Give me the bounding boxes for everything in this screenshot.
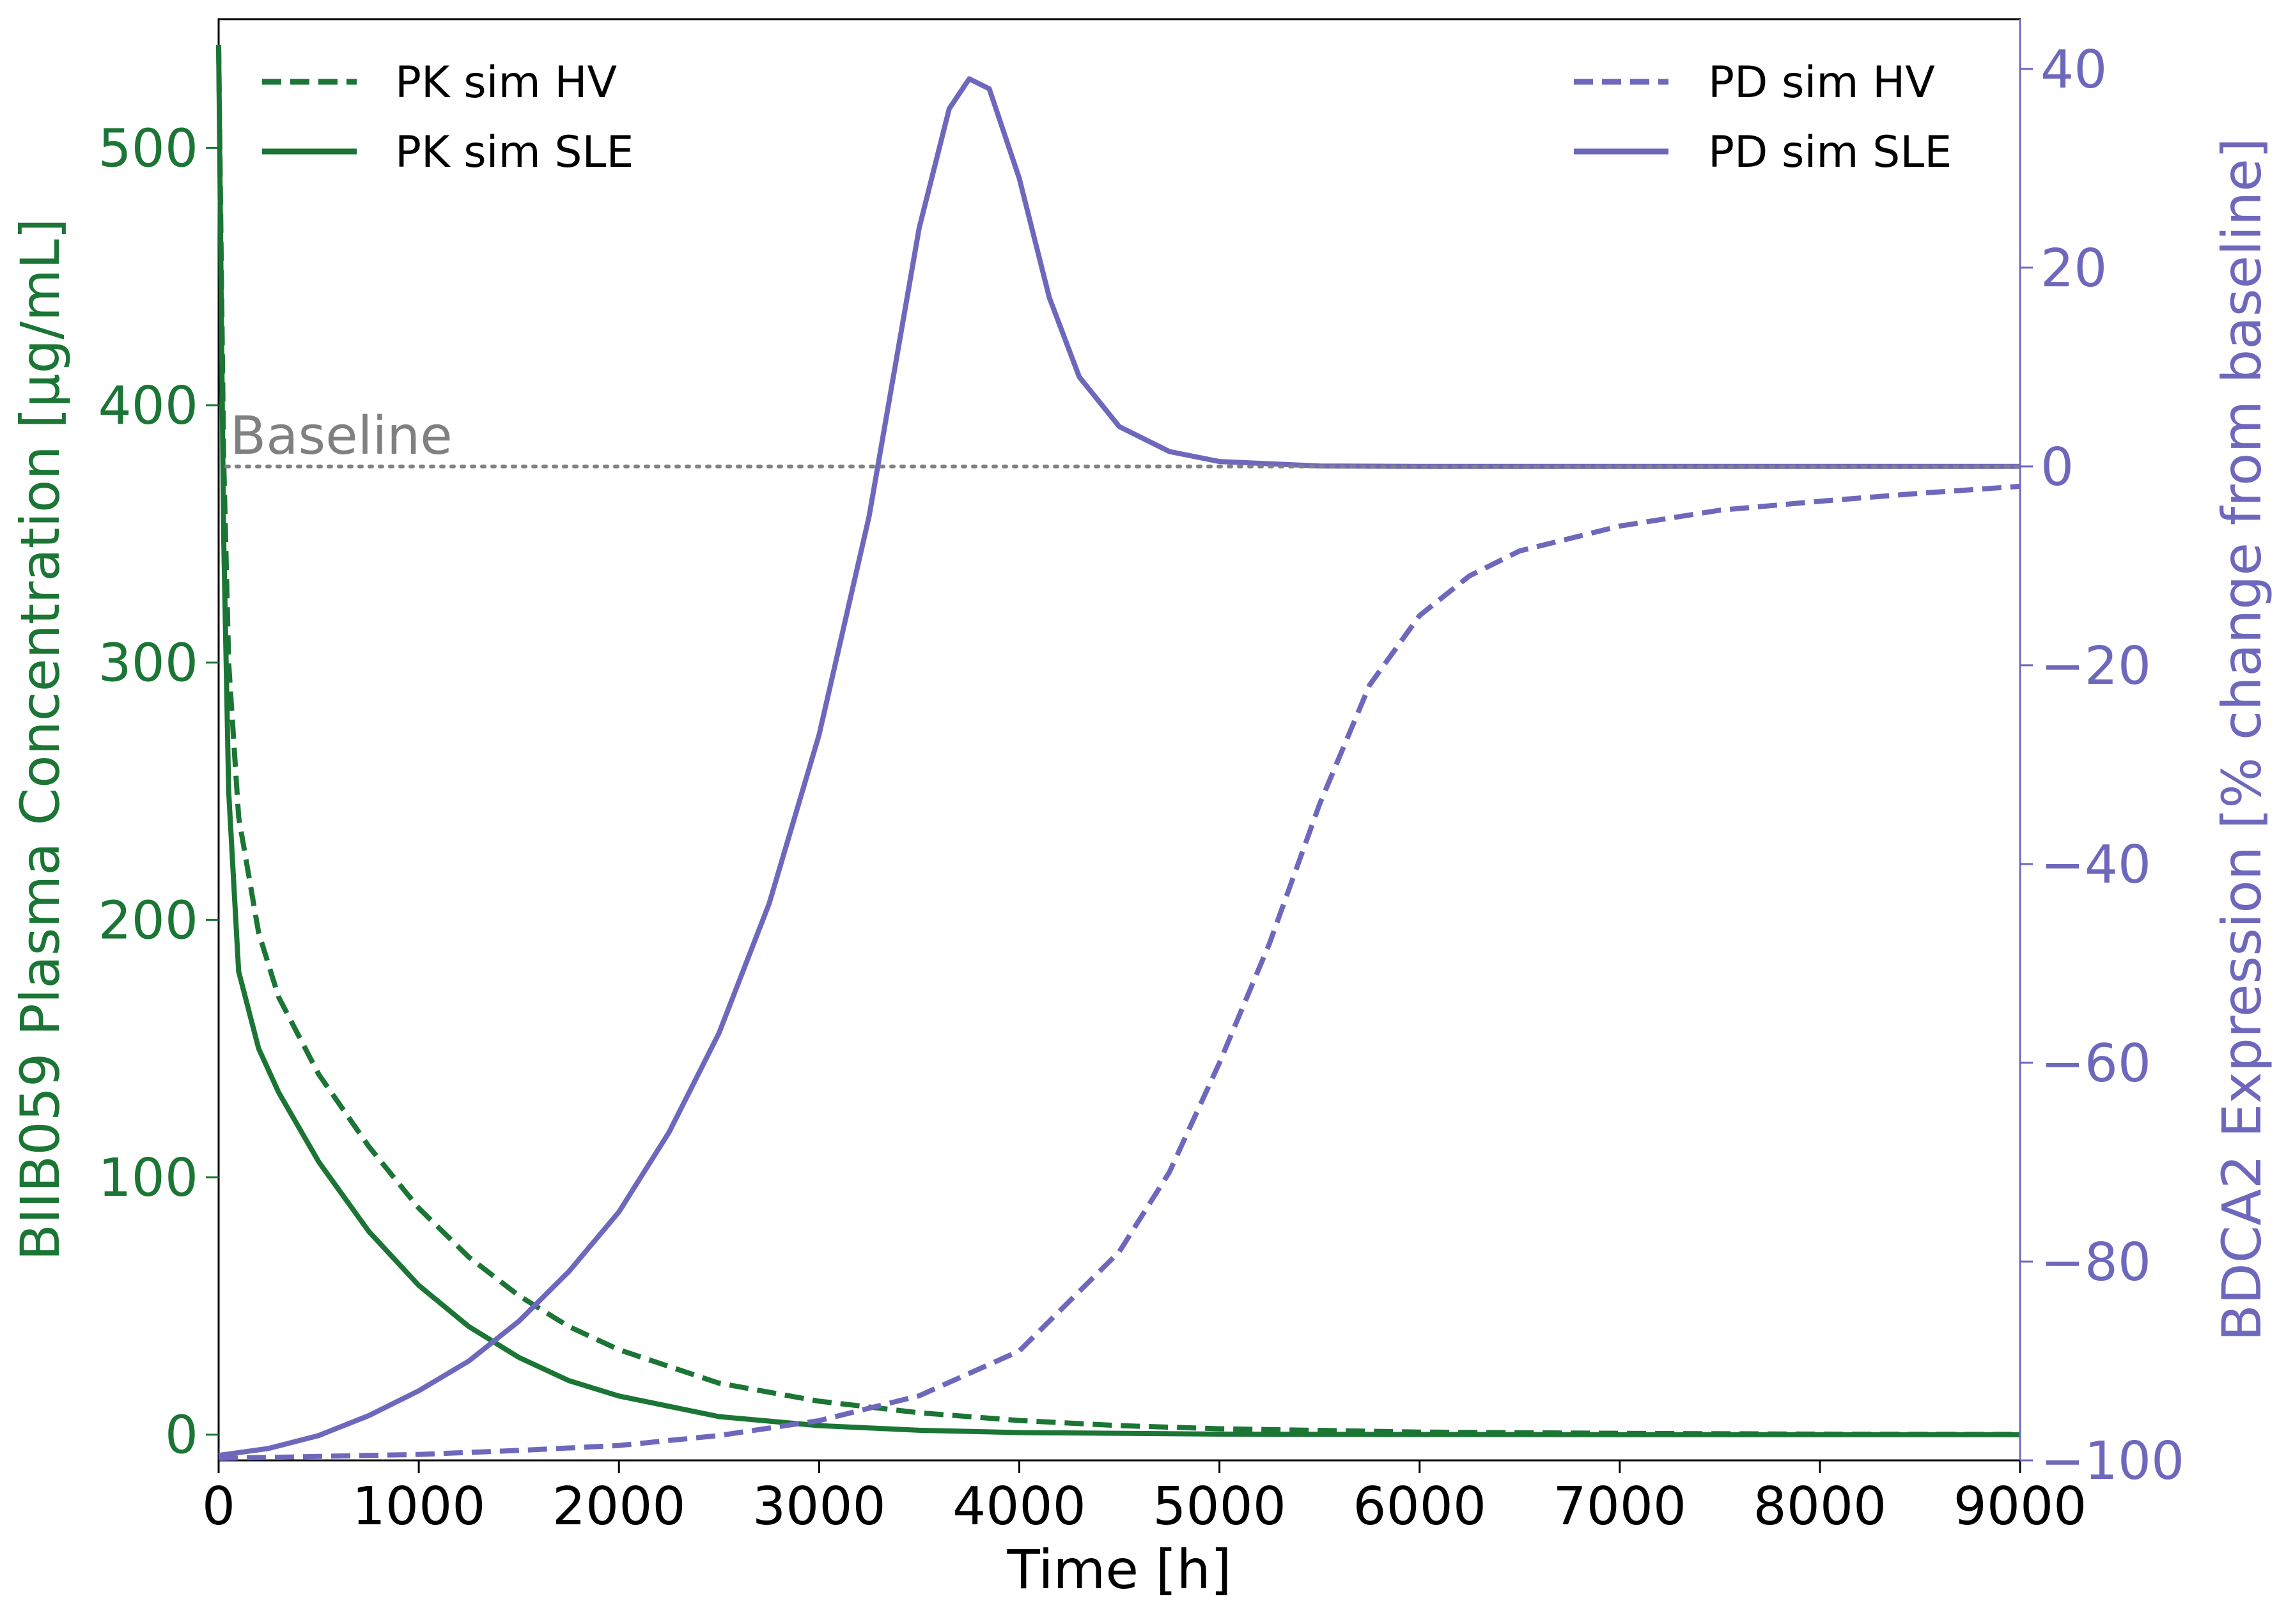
x-tick-label: 8000 [1753, 1476, 1887, 1537]
baseline-label: Baseline [230, 406, 453, 467]
x-tick-label: 9000 [1954, 1476, 2087, 1537]
x-tick-label: 0 [202, 1476, 235, 1537]
y-right-tick-label: −20 [2041, 636, 2151, 697]
y-right-tick-label: 0 [2041, 437, 2074, 498]
y-left-tick-label: 0 [165, 1405, 198, 1466]
legend-item-pk-sle: PK sim SLE [262, 127, 634, 178]
x-tick-label: 1000 [352, 1476, 486, 1537]
series-pk-sim-sle [216, 45, 2020, 1437]
y-left-tick-label: 300 [98, 633, 198, 694]
x-tick-label: 6000 [1353, 1476, 1486, 1537]
x-tick-label: 7000 [1553, 1476, 1686, 1537]
legend-item-pd-sle: PD sim SLE [1574, 127, 1952, 178]
legend-label-pk-hv: PK sim HV [395, 58, 617, 108]
plot-area: Baseline [216, 18, 2022, 1462]
series-layer [216, 45, 2021, 1461]
x-axis: 0 1000 2000 3000 4000 5000 6000 7000 8000 9000 [202, 1460, 2087, 1537]
y-left-tick-label: 400 [98, 376, 198, 437]
legend-label-pd-hv: PD sim HV [1708, 58, 1935, 108]
x-tick-label: 5000 [1153, 1476, 1286, 1537]
x-tick-label: 4000 [952, 1476, 1086, 1537]
legend-item-pd-hv: PD sim HV [1574, 58, 1935, 108]
y-right-tick-label: 20 [2041, 238, 2107, 299]
y-left-tick-label: 100 [98, 1148, 198, 1209]
y-left-tick-label: 200 [98, 890, 198, 951]
x-axis-title: Time [h] [1006, 1538, 1231, 1601]
series-pk-sim-hv [216, 45, 2021, 1437]
y-right-tick-label: 40 [2041, 40, 2107, 100]
legend-pd: PD sim HV PD sim SLE [1574, 58, 1952, 178]
y-axis-left: 0 100 200 300 400 500 [98, 118, 219, 1466]
legend-label-pk-sle: PK sim SLE [395, 127, 634, 178]
y-right-tick-label: −40 [2041, 835, 2151, 895]
x-tick-label: 2000 [552, 1476, 686, 1537]
legend-pk: PK sim HV PK sim SLE [262, 58, 634, 178]
y-right-tick-label: −80 [2041, 1232, 2151, 1293]
plot-frame [217, 18, 2021, 1462]
series-pd-sim-hv [218, 483, 2021, 1461]
legend-item-pk-hv: PK sim HV [262, 58, 617, 108]
x-tick-label: 3000 [752, 1476, 886, 1537]
y-axis-right-title: BDCA2 Expression [% change from baseline… [2211, 137, 2273, 1341]
y-axis-right: −100 −80 −60 −40 −20 0 20 40 [2019, 19, 2184, 1492]
y-left-tick-label: 500 [98, 118, 198, 179]
y-axis-left-title: BIIB059 Plasma Concentration [µg/mL] [9, 218, 72, 1260]
legend-label-pd-sle: PD sim SLE [1708, 127, 1952, 178]
series-pd-sim-sle [218, 76, 2020, 1458]
y-right-tick-label: −60 [2041, 1033, 2151, 1094]
y-right-tick-label: −100 [2041, 1431, 2184, 1492]
